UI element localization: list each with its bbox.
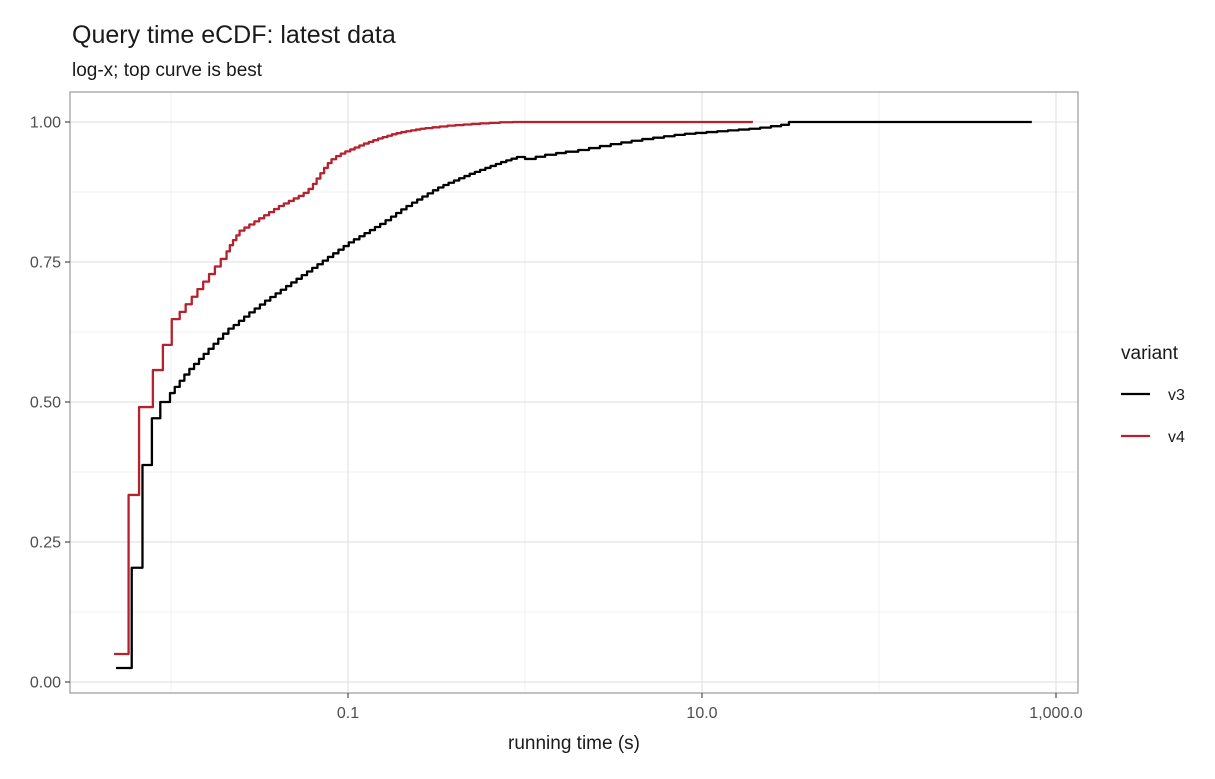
plot-panel — [70, 92, 1078, 693]
legend-title: variant — [1121, 343, 1179, 364]
legend-item-v3: v3 — [1121, 387, 1185, 404]
series-v4-curve — [113, 120, 753, 656]
legend: variant v3 v4 — [1121, 343, 1185, 446]
x-tick-label: 10.0 — [686, 705, 717, 722]
panel-border — [69, 91, 1079, 694]
x-axis-title: running time (s) — [508, 733, 640, 754]
legend-label-v4: v4 — [1168, 429, 1185, 446]
y-tick-label: 0.75 — [30, 255, 61, 272]
y-tick-label: 1.00 — [30, 115, 61, 132]
legend-label-v3: v3 — [1168, 387, 1185, 404]
x-tick-label: 0.1 — [337, 705, 359, 722]
axis-tick-labels: 0.1 10.0 1,000.0 0.00 0.25 0.50 0.75 1.00 — [30, 115, 1083, 723]
series-group — [113, 120, 1032, 670]
series-v3-curve — [116, 120, 1032, 670]
chart-title: Query time eCDF: latest data — [72, 21, 396, 49]
y-tick-label: 0.00 — [30, 675, 61, 692]
chart-subtitle: log-x; top curve is best — [72, 60, 263, 81]
gridlines-minor — [70, 92, 1078, 693]
x-tick-label: 1,000.0 — [1029, 705, 1082, 722]
legend-item-v4: v4 — [1121, 429, 1185, 446]
y-tick-label: 0.25 — [30, 535, 61, 552]
axis-ticks — [65, 121, 1057, 698]
y-tick-label: 0.50 — [30, 395, 61, 412]
